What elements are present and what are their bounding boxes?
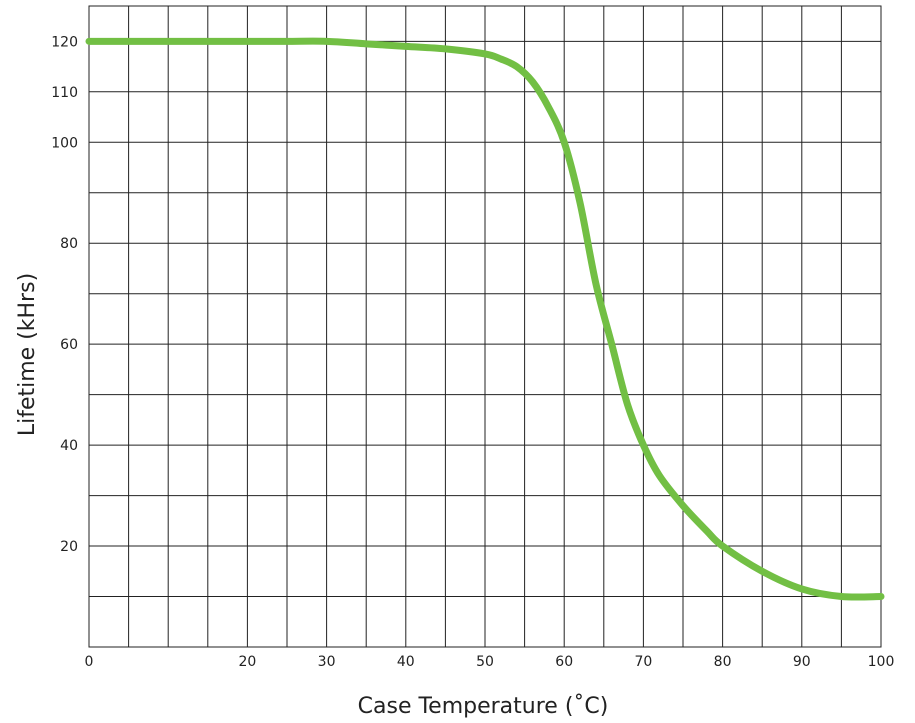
y-tick-label: 80 (60, 236, 78, 252)
y-axis-ticks: 20 40 60 80 100 110 120 (51, 34, 78, 555)
x-tick-label: 70 (634, 654, 652, 670)
x-axis-ticks: 0 20 30 40 50 60 70 80 90 100 (85, 654, 895, 670)
grid (89, 6, 881, 647)
x-tick-label: 80 (714, 654, 732, 670)
x-tick-label: 40 (397, 654, 415, 670)
series-line (85, 37, 885, 601)
y-tick-label: 20 (60, 539, 78, 555)
y-tick-label: 120 (51, 34, 78, 50)
y-axis-label: Lifetime (kHrs) (15, 273, 40, 436)
x-tick-label: 90 (793, 654, 811, 670)
y-tick-label: 100 (51, 135, 78, 151)
x-tick-label: 100 (868, 654, 895, 670)
plot-frame (88, 5, 882, 648)
y-tick-label: 40 (60, 438, 78, 454)
x-tick-label: 20 (238, 654, 256, 670)
x-tick-label: 30 (318, 654, 336, 670)
x-tick-label: 60 (555, 654, 573, 670)
y-tick-label: 110 (51, 85, 78, 101)
x-axis-label: Case Temperature (˚C) (358, 694, 609, 719)
y-tick-label: 60 (60, 337, 78, 353)
x-tick-label: 0 (85, 654, 94, 670)
x-tick-label: 50 (476, 654, 494, 670)
